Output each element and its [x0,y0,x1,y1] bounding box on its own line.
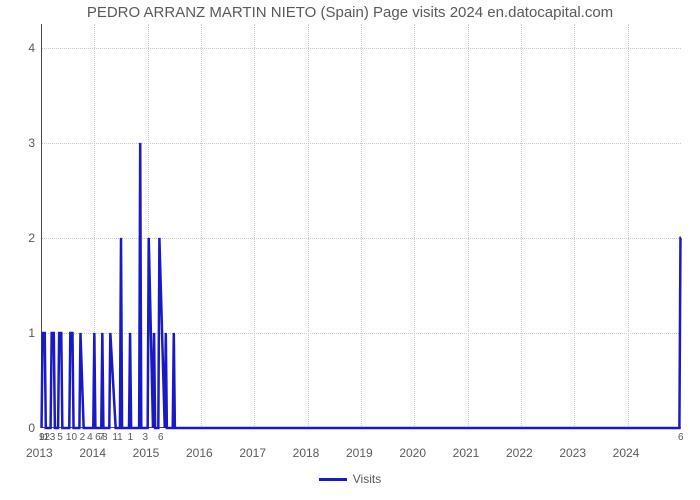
x-tick-label: 2019 [346,446,373,460]
chart-title: PEDRO ARRANZ MARTIN NIETO (Spain) Page v… [0,4,700,21]
x-minor-label: 3 [50,432,56,443]
x-minor-label: 8 [102,432,108,443]
legend: Visits [0,472,700,486]
x-tick-label: 2017 [239,446,266,460]
legend-swatch [319,478,347,481]
x-tick-label: 2021 [453,446,480,460]
y-tick-label: 4 [28,41,35,55]
y-tick-label: 0 [28,421,35,435]
y-tick-label: 2 [28,231,35,245]
x-minor-label: 10 [66,432,77,443]
y-tick-label: 3 [28,136,35,150]
x-tick-label: 2018 [293,446,320,460]
x-tick-label: 2022 [506,446,533,460]
x-tick-label: 2016 [186,446,213,460]
chart-wrapper: PEDRO ARRANZ MARTIN NIETO (Spain) Page v… [0,0,700,500]
x-minor-label: 3 [143,432,149,443]
x-tick-label: 2024 [613,446,640,460]
x-minor-label: 6 [678,432,684,443]
x-minor-label: 1 [128,432,134,443]
plot-area [41,24,681,428]
x-tick-label: 2013 [26,446,53,460]
x-tick-label: 2023 [559,446,586,460]
x-minor-label: 5 [57,432,63,443]
x-minor-label: 6 [158,432,164,443]
legend-label: Visits [353,472,381,486]
y-tick-label: 1 [28,326,35,340]
x-minor-label: 11 [112,432,122,443]
x-tick-label: 2020 [399,446,426,460]
x-tick-label: 2014 [79,446,106,460]
series-line [41,24,681,428]
x-minor-label: 2 [80,432,86,443]
x-tick-label: 2015 [133,446,160,460]
x-minor-label: 4 [87,432,93,443]
